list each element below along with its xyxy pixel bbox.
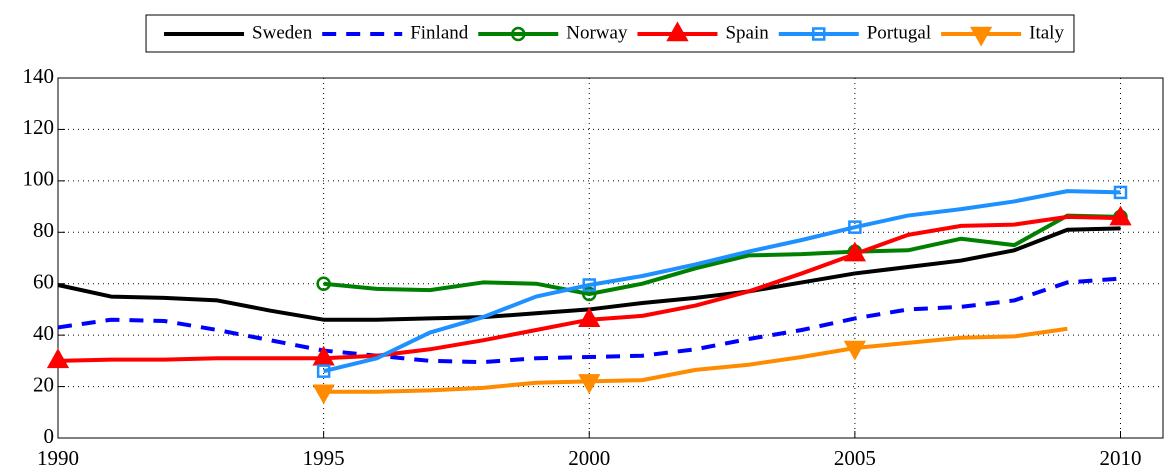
y-tick-label: 100 [23, 167, 55, 191]
y-tick-label: 60 [33, 270, 54, 294]
marker [316, 276, 331, 291]
legend-label: Italy [1029, 22, 1064, 43]
y-tick-label: 140 [23, 64, 55, 88]
legend: Sweden Finland Norway Spain Portugal Italy [145, 14, 1075, 53]
marker [316, 364, 331, 378]
y-tick-label: 120 [23, 115, 55, 139]
x-tick-label: 1990 [37, 446, 79, 470]
marker [811, 27, 826, 41]
y-tick-label: 40 [33, 321, 54, 345]
x-tick-label: 2010 [1100, 446, 1142, 470]
marker [848, 220, 862, 234]
y-tick-label: 0 [44, 424, 55, 448]
legend-label: Norway [566, 22, 628, 43]
legend-label: Sweden [252, 22, 313, 43]
legend-label: Portugal [867, 22, 931, 43]
marker [582, 278, 596, 292]
y-tick-label: 80 [33, 218, 54, 242]
series-line [323, 189, 1121, 374]
marker [843, 241, 867, 262]
series-line [323, 326, 1068, 394]
legend-label: Spain [725, 22, 769, 43]
marker [578, 374, 601, 394]
marker [582, 286, 597, 302]
legend-box [145, 14, 1075, 53]
marker [511, 26, 526, 42]
series-line [57, 276, 1121, 365]
marker [578, 307, 601, 327]
y-tick-label: 20 [33, 372, 54, 396]
marker [1109, 205, 1132, 226]
marker [843, 340, 867, 361]
marker [1113, 185, 1128, 200]
series-line [57, 226, 1121, 322]
marker [312, 345, 335, 366]
x-tick-label: 2005 [834, 446, 876, 470]
x-tick-label: 2000 [568, 446, 610, 470]
marker [46, 348, 70, 369]
series-line [323, 213, 1121, 296]
x-tick-label: 1995 [303, 446, 345, 470]
marker [969, 26, 993, 47]
marker [312, 384, 335, 405]
legend-label: Finland [410, 22, 469, 43]
marker [666, 21, 689, 42]
plot-frame [57, 77, 1164, 439]
